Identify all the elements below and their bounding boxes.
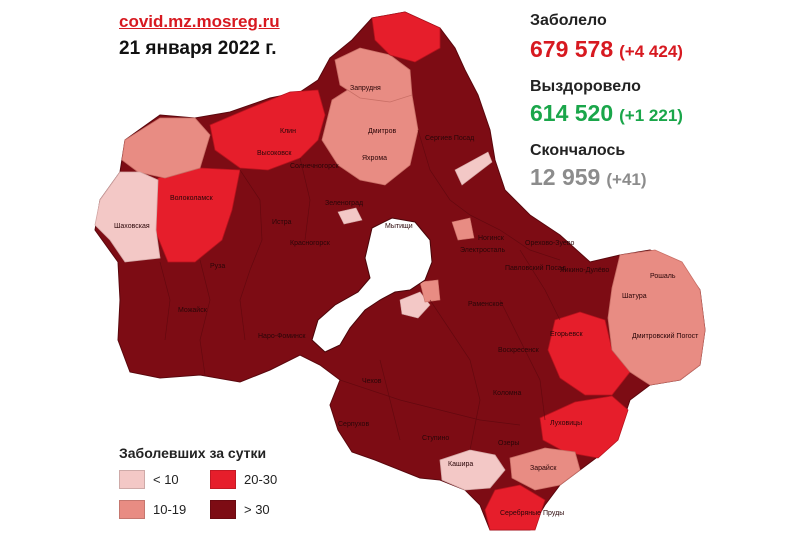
city-label: Луховицы: [550, 420, 582, 427]
city-label: Электросталь: [460, 247, 506, 254]
district-shakhovskaya: [94, 171, 161, 263]
city-label: Истра: [272, 219, 292, 226]
district-egoryevsk: [547, 311, 631, 396]
district-volokolamsk: [154, 167, 241, 263]
city-label: Ступино: [422, 435, 449, 442]
infected-delta: (+4 424): [619, 42, 683, 61]
city-label: Егорьевск: [550, 331, 584, 338]
city-label: Рошаль: [650, 273, 676, 280]
infected-stat: 679 578 (+4 424): [530, 36, 683, 63]
legend-swatch: [210, 470, 236, 489]
city-label: Солнечногорск: [290, 163, 339, 170]
city-label: Мытищи: [385, 223, 413, 230]
infected-value: 679 578: [530, 36, 614, 62]
city-label: Серпухов: [338, 421, 369, 428]
city-labels: Запрудня Дмитров Яхрома Сергиев Посад Кл…: [114, 85, 699, 517]
district-near-moscow-4: [454, 151, 493, 186]
city-label: Раменское: [468, 301, 503, 308]
infected-label: Заболело: [530, 12, 607, 29]
legend-swatch: [119, 500, 145, 519]
legend-swatch: [119, 470, 145, 489]
city-label: Зеленоград: [325, 200, 363, 207]
district-north-top: [371, 11, 441, 63]
deaths-label: Скончалось: [530, 142, 626, 159]
city-label: Воскресенск: [498, 347, 540, 354]
city-label: Дмитровский Погост: [632, 332, 699, 340]
legend-item-20-30: 20-30: [210, 470, 277, 489]
city-label: Павловский Посад: [505, 264, 566, 272]
city-label: Кашира: [448, 461, 473, 468]
city-label: Руза: [210, 263, 225, 270]
moscow-city: [311, 217, 433, 353]
deaths-value: 12 959: [530, 164, 601, 190]
legend-item-gt30: > 30: [210, 500, 270, 519]
legend-title: Заболевших за сутки: [119, 445, 267, 461]
city-label: Коломна: [493, 390, 522, 397]
city-label: Сергиев Посад: [425, 135, 474, 142]
deaths-delta: (+41): [606, 170, 647, 189]
city-label: Дмитров: [368, 128, 396, 135]
city-label: Шатура: [622, 293, 647, 300]
city-label: Орехово-Зуево: [525, 240, 574, 247]
legend-label: 20-30: [244, 472, 278, 487]
city-label: Можайск: [178, 306, 208, 314]
recovered-value: 614 520: [530, 100, 614, 126]
report-date: 21 января 2022 г.: [119, 38, 277, 59]
city-label: Клин: [280, 128, 296, 135]
city-label: Озеры: [498, 440, 519, 447]
city-label: Волоколамск: [170, 195, 214, 202]
legend-label: < 10: [153, 472, 179, 487]
deaths-stat: 12 959 (+41): [530, 164, 647, 191]
city-label: Наро-Фоминск: [258, 333, 306, 340]
recovered-label: Выздоровело: [530, 78, 641, 95]
district-borders: [159, 129, 561, 451]
recovered-stat: 614 520 (+1 221): [530, 100, 683, 127]
district-near-moscow-3: [451, 217, 475, 241]
district-serebryanye-prudy: [484, 484, 546, 531]
legend-item-10-19: 10-19: [119, 500, 186, 519]
city-label: Запрудня: [350, 85, 381, 92]
city-label: Шаховская: [114, 223, 150, 230]
district-near-moscow-2: [419, 279, 441, 303]
district-klin: [209, 89, 326, 171]
legend-swatch: [210, 500, 236, 519]
legend-item-lt10: < 10: [119, 470, 179, 489]
district-lotoshino: [121, 117, 211, 179]
district-taldom: [334, 47, 413, 103]
district-near-moscow-5: [337, 207, 363, 225]
legend-label: 10-19: [153, 502, 187, 517]
city-label: Чехов: [362, 378, 382, 385]
district-shatura: [607, 249, 706, 386]
city-label: Ногинск: [478, 235, 505, 242]
district-kashira: [439, 449, 506, 491]
city-label: Зарайск: [530, 464, 557, 472]
source-link[interactable]: covid.mz.mosreg.ru: [119, 12, 280, 31]
city-label: Красногорск: [290, 240, 331, 247]
district-zaraysk: [509, 447, 581, 491]
city-label: Высоковск: [257, 150, 292, 157]
city-label: Серебряные Пруды: [500, 509, 564, 517]
legend-label: > 30: [244, 502, 270, 517]
district-near-moscow-1: [399, 291, 431, 319]
recovered-delta: (+1 221): [619, 106, 683, 125]
district-lukhovitsy: [539, 395, 629, 459]
city-label: Ликино-Дулёво: [560, 267, 609, 274]
city-label: Яхрома: [362, 155, 387, 162]
